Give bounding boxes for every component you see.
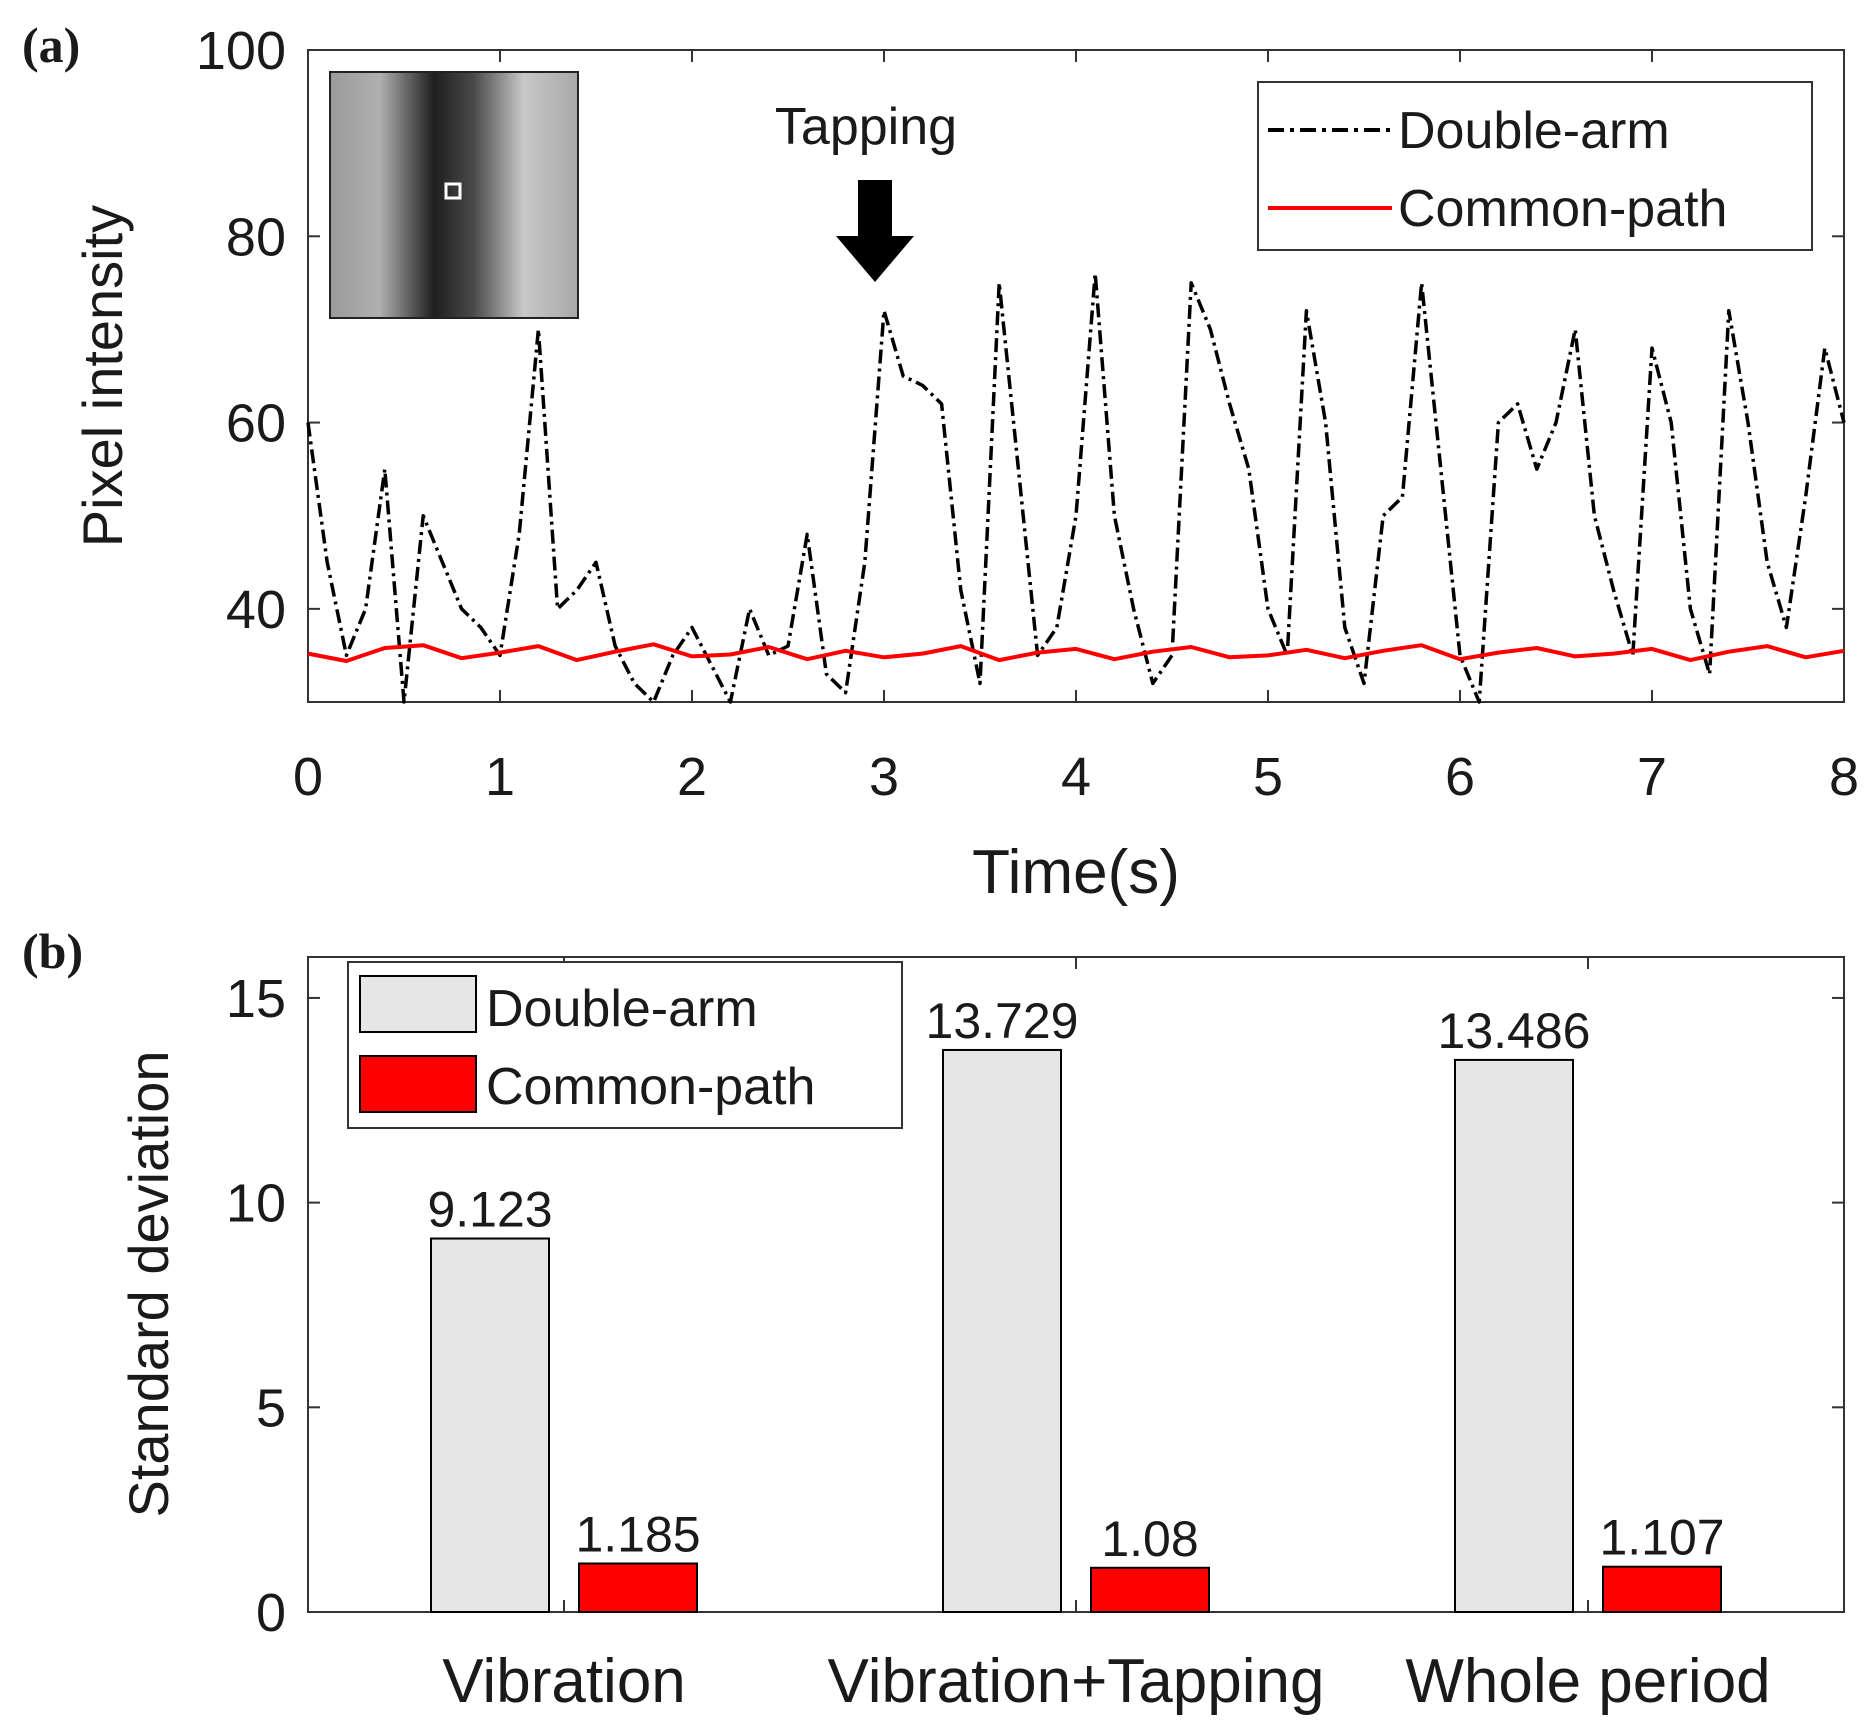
y-tick-label: 40 [226,580,286,640]
y-tick-label: 60 [226,394,286,454]
x-tick-label: 7 [1637,747,1667,807]
line-chart: 0 1 2 3 4 5 6 7 8 40 60 80 100 Tapping [71,21,1859,907]
x-tick-label: 3 [869,747,899,807]
y-tick-label: 80 [226,207,286,267]
axis-ticks-a: 0 1 2 3 4 5 6 7 8 40 60 80 100 [196,21,1859,807]
legend-swatch-common-path [359,1055,477,1113]
y-axis-label-a: Pixel intensity [71,205,134,547]
x-tick-label: 8 [1829,747,1859,807]
y-axis-label-b: Standard deviation [117,1050,180,1517]
y-tick-label: 0 [256,1583,286,1643]
y-tick-label: 100 [196,21,286,81]
x-tick-label: Vibration [442,1647,686,1716]
x-tick-label: Whole period [1405,1647,1770,1716]
x-tick-label: 0 [293,747,323,807]
y-tick-label: 15 [226,969,286,1029]
series-line-double-arm [306,271,1846,704]
bar-common-path [578,1562,698,1613]
legend-b: Double-arm Common-path [347,961,903,1129]
data-label: 13.729 [926,993,1079,1049]
data-label: 9.123 [427,1182,552,1238]
legend-a: Double-arm Common-path [1257,81,1813,251]
x-tick-label: Vibration+Tapping [828,1647,1325,1716]
x-tick-label: 2 [677,747,707,807]
bar-chart: 0 5 10 15 Vibration Vibration+Tapping Whole pe… [117,956,1845,1716]
data-label: 1.08 [1101,1511,1198,1567]
series-line-common-path [307,642,1845,663]
bar-double-arm [942,1048,1062,1614]
bar-double-arm [1454,1058,1574,1613]
x-tick-label: 4 [1061,747,1091,807]
down-arrow-icon [836,180,914,282]
panel-b-label: (b) [22,923,83,979]
x-tick-label: 5 [1253,747,1283,807]
y-tick-label: 5 [256,1378,286,1438]
y-tick-label: 10 [226,1174,286,1234]
bars-group: 9.123 1.185 13.729 1.08 13.486 1.107 [427,993,1725,1614]
data-label: 1.185 [575,1506,700,1562]
annotation-text: Tapping [775,98,957,156]
series-group-a [306,271,1846,704]
legend-label: Common-path [1398,180,1727,238]
bar-double-arm [430,1237,550,1614]
data-label: 1.107 [1599,1510,1724,1566]
roi-marker [444,182,462,200]
panel-a-label: (a) [22,17,80,73]
legend-label: Double-arm [486,980,758,1038]
tapping-annotation: Tapping [775,98,957,282]
x-tick-label: 6 [1445,747,1475,807]
bar-common-path [1602,1565,1722,1613]
x-tick-label: 1 [485,747,515,807]
inset-fringe-image [329,71,579,319]
bar-common-path [1090,1566,1210,1613]
data-label: 13.486 [1438,1003,1591,1059]
axis-ticks-b: 0 5 10 15 Vibration Vibration+Tapping Whole pe… [226,957,1844,1716]
legend-label: Double-arm [1398,102,1670,160]
legend-swatch-double-arm [359,975,477,1033]
legend-label: Common-path [486,1058,815,1116]
x-axis-label-a: Time(s) [972,838,1180,907]
